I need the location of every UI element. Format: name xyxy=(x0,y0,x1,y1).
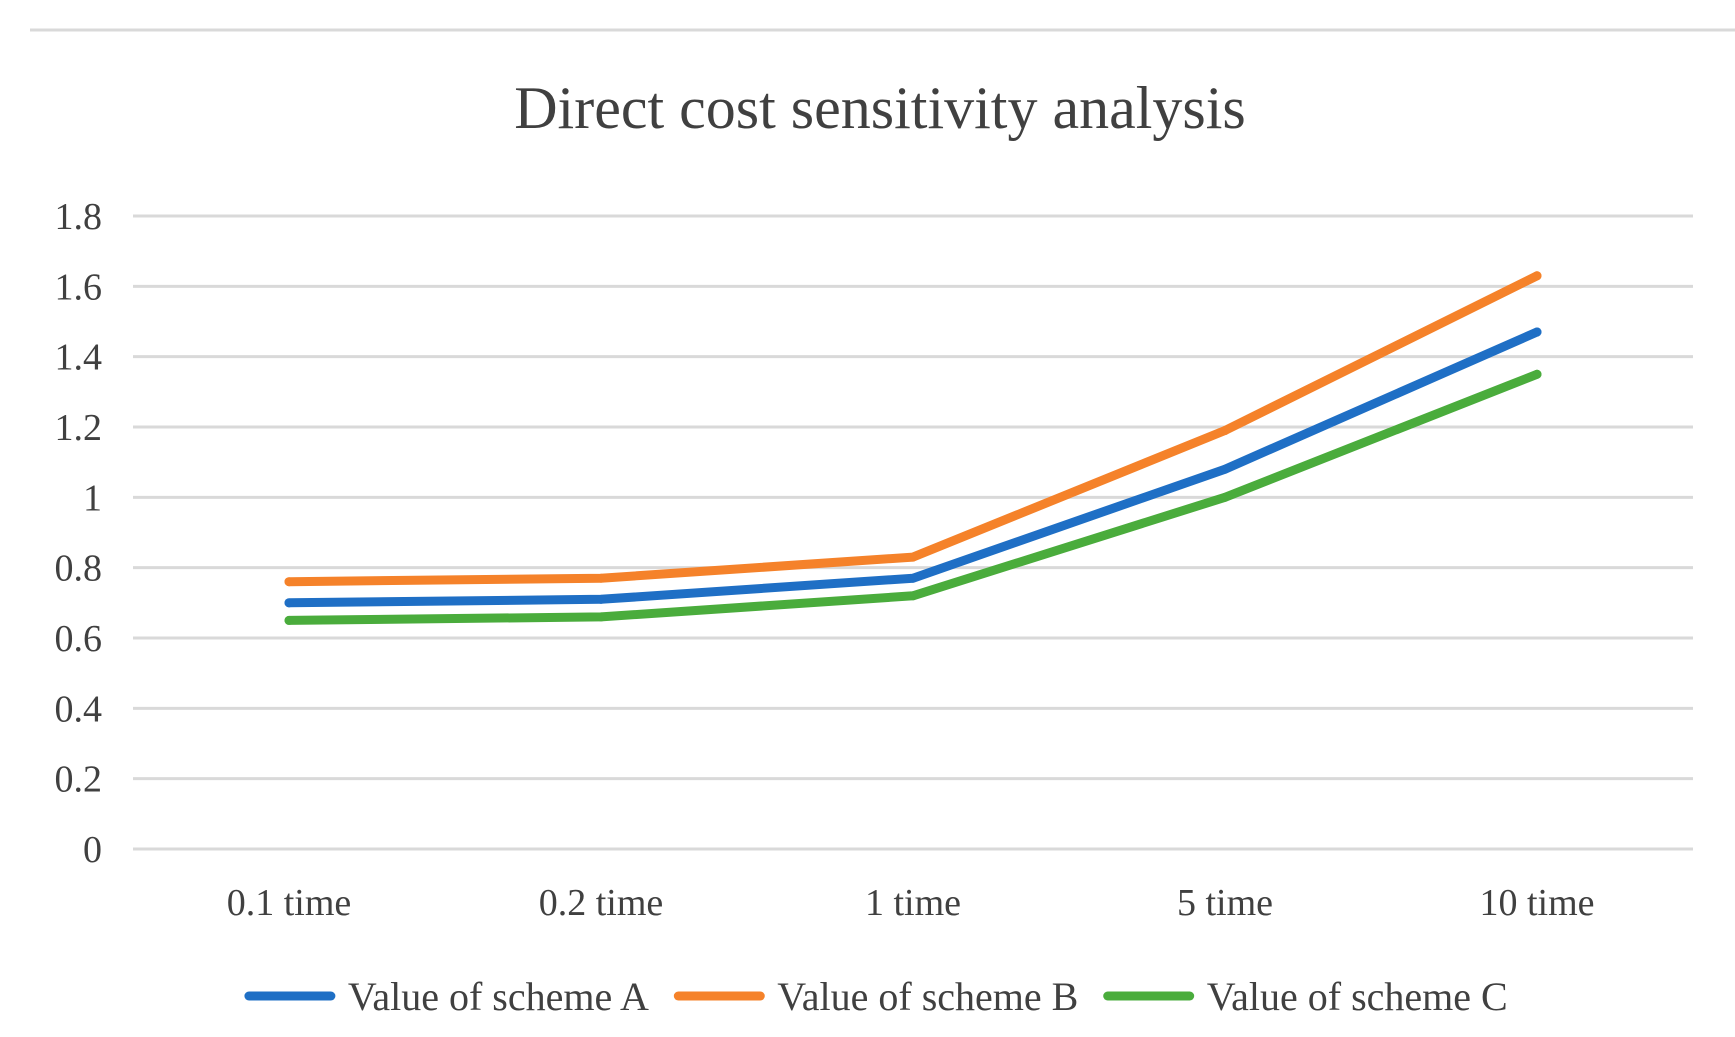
legend-label: Value of scheme B xyxy=(777,974,1078,1019)
legend: Value of scheme A Value of scheme B Value … xyxy=(244,974,1508,1019)
data-point xyxy=(596,612,606,622)
y-tick-label: 1.2 xyxy=(55,407,103,449)
y-tick-label: 0.2 xyxy=(55,759,103,801)
data-point xyxy=(1532,271,1542,281)
y-tick-label: 0.6 xyxy=(55,618,103,660)
x-tick-label: 10 time xyxy=(1479,882,1594,924)
data-point xyxy=(908,591,918,601)
data-point xyxy=(1532,369,1542,379)
data-point xyxy=(1532,327,1542,337)
data-point xyxy=(1220,492,1230,502)
data-point xyxy=(1220,426,1230,436)
x-tick-label: 5 time xyxy=(1177,882,1273,924)
y-tick-label: 1.4 xyxy=(55,337,103,379)
data-point xyxy=(284,598,294,608)
y-axis-tick-labels: 0 0.2 0.4 0.6 0.8 1 1.2 1.4 1.6 1.8 xyxy=(55,196,103,871)
legend-label: Value of scheme C xyxy=(1207,974,1508,1019)
x-tick-label: 0.2 time xyxy=(539,882,664,924)
data-point xyxy=(908,552,918,562)
y-tick-label: 1 xyxy=(83,477,102,519)
data-point xyxy=(1220,464,1230,474)
series-lines xyxy=(284,271,1542,625)
legend-label: Value of scheme A xyxy=(348,974,649,1019)
y-tick-label: 0.4 xyxy=(55,688,103,730)
x-axis-tick-labels: 0.1 time 0.2 time 1 time 5 time 10 time xyxy=(227,882,1595,924)
y-tick-label: 0 xyxy=(83,829,102,871)
data-point xyxy=(596,594,606,604)
data-point xyxy=(284,577,294,587)
gridlines xyxy=(133,214,1693,851)
y-tick-label: 0.8 xyxy=(55,548,103,590)
y-tick-label: 1.8 xyxy=(55,196,103,238)
chart-title: Direct cost sensitivity analysis xyxy=(514,75,1246,141)
y-tick-label: 1.6 xyxy=(55,266,103,308)
data-point xyxy=(596,573,606,583)
data-point xyxy=(908,573,918,583)
data-point xyxy=(284,615,294,625)
series-line-2 xyxy=(284,271,1542,587)
x-tick-label: 1 time xyxy=(865,882,961,924)
x-tick-label: 0.1 time xyxy=(227,882,352,924)
